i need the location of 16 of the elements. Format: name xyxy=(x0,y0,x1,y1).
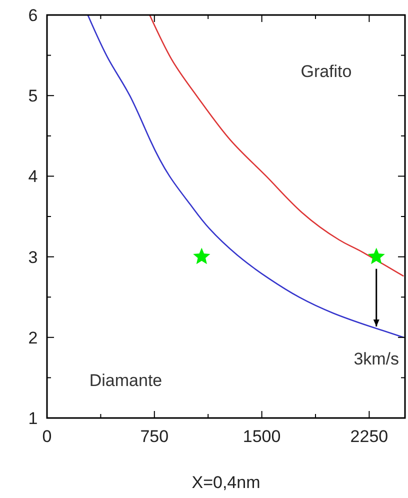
x-tick-label: 0 xyxy=(42,427,52,446)
annotation: Grafito xyxy=(300,62,352,81)
y-tick-label: 1 xyxy=(28,409,38,428)
y-tick-label: 5 xyxy=(28,86,38,106)
x-axis-title: X=0,4nm xyxy=(192,473,260,492)
y-tick-label: 4 xyxy=(28,167,38,186)
line-series xyxy=(87,15,404,338)
y-tick-label: 3 xyxy=(28,248,38,267)
x-tick-label: 750 xyxy=(140,427,169,446)
annotation: Diamante xyxy=(89,371,162,390)
x-tick-label: 1500 xyxy=(242,427,281,446)
y-tick-label: 6 xyxy=(28,6,38,25)
annotation: 3km/s xyxy=(354,349,400,368)
line-series xyxy=(149,15,404,277)
y-tick-label: 2 xyxy=(28,328,38,348)
x-tick-label: 2250 xyxy=(350,427,388,446)
